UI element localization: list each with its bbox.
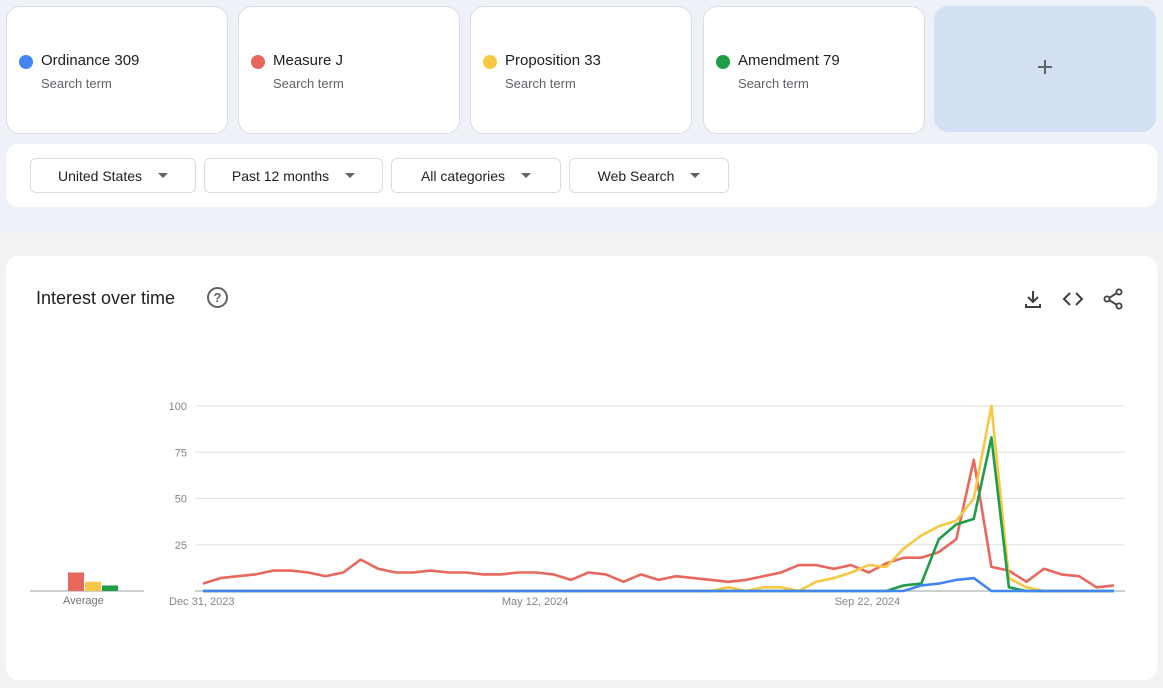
caret-down-icon xyxy=(345,173,356,178)
search-term-name: Measure J xyxy=(273,52,344,69)
x-tick-label: Dec 31, 2023 xyxy=(169,596,234,608)
series-color-dot xyxy=(483,55,497,69)
caret-down-icon xyxy=(690,173,701,178)
category-dropdown[interactable]: All categories xyxy=(391,158,561,193)
search-term-subtitle: Search term xyxy=(738,76,809,91)
search-terms-bar: Ordinance 309 Search term Measure J Sear… xyxy=(0,0,1163,140)
plus-icon xyxy=(1035,57,1055,77)
search-term-card-amendment-79[interactable]: Amendment 79 Search term xyxy=(703,6,925,134)
caret-down-icon xyxy=(521,173,532,178)
time-range-dropdown[interactable]: Past 12 months xyxy=(204,158,383,193)
series-color-dot xyxy=(251,55,265,69)
series-color-dot xyxy=(19,55,33,69)
y-tick-label: 25 xyxy=(175,540,187,552)
search-term-name: Amendment 79 xyxy=(738,52,840,69)
x-tick-label: Sep 22, 2024 xyxy=(835,596,900,608)
interest-over-time-panel: Interest over time ? 25 50 75 100 Dec 31, 20… xyxy=(6,256,1157,680)
series-color-dot xyxy=(716,55,730,69)
y-tick-label: 75 xyxy=(175,447,187,459)
search-term-subtitle: Search term xyxy=(505,76,576,91)
search-term-name: Proposition 33 xyxy=(505,52,601,69)
average-label: Average xyxy=(63,595,104,607)
chart-title: Interest over time xyxy=(36,288,176,308)
search-type-label: Web Search xyxy=(597,167,675,184)
y-tick-label: 100 xyxy=(169,401,187,413)
interest-line-chart: 25 50 75 100 Dec 31, 2023 May 12, 2024 Sep 22,… xyxy=(30,401,1125,608)
search-term-subtitle: Search term xyxy=(273,76,344,91)
add-comparison-button[interactable] xyxy=(934,6,1156,132)
average-bar-proposition-33 xyxy=(85,581,101,591)
code-icon[interactable] xyxy=(1062,288,1084,310)
download-icon[interactable] xyxy=(1022,288,1044,310)
search-type-dropdown[interactable]: Web Search xyxy=(569,158,729,193)
search-term-subtitle: Search term xyxy=(41,76,112,91)
search-term-card-measure-j[interactable]: Measure J Search term xyxy=(238,6,460,134)
average-bar-measure-j xyxy=(68,572,84,591)
search-term-card-ordinance-309[interactable]: Ordinance 309 Search term xyxy=(6,6,228,134)
filter-bar: United States Past 12 months All categor… xyxy=(6,144,1157,207)
category-label: All categories xyxy=(420,167,506,184)
caret-down-icon xyxy=(158,173,169,178)
average-bar-amendment-79 xyxy=(102,585,118,591)
search-term-name: Ordinance 309 xyxy=(41,52,140,69)
search-term-card-proposition-33[interactable]: Proposition 33 Search term xyxy=(470,6,692,134)
series-line-amendment-79 xyxy=(203,436,1114,593)
region-label: United States xyxy=(57,167,143,184)
share-icon[interactable] xyxy=(1102,288,1124,310)
time-range-label: Past 12 months xyxy=(231,167,330,184)
series-line-ordinance-309 xyxy=(203,576,1114,593)
x-tick-label: May 12, 2024 xyxy=(502,596,569,608)
question-mark-icon[interactable]: ? xyxy=(207,287,228,308)
region-dropdown[interactable]: United States xyxy=(30,158,196,193)
y-tick-label: 50 xyxy=(175,494,187,506)
